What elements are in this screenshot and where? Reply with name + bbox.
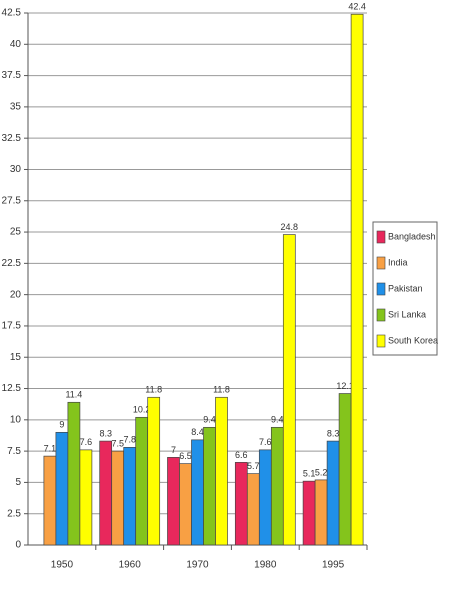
y-tick-label: 17.5 <box>2 321 22 332</box>
y-tick-label: 15 <box>10 352 22 363</box>
bar <box>111 450 125 546</box>
data-label: 7.8 <box>123 435 136 445</box>
y-tick-label: 35 <box>10 102 22 113</box>
bar <box>43 455 57 546</box>
data-label: 8.4 <box>191 427 204 437</box>
data-label: 8.3 <box>99 428 112 438</box>
x-tick-label: 1960 <box>119 560 142 571</box>
data-label: 5.1 <box>303 469 316 479</box>
bar <box>338 393 352 546</box>
bar <box>99 440 113 546</box>
bar <box>179 463 192 546</box>
bar <box>326 440 340 546</box>
data-label: 7.5 <box>111 438 124 448</box>
bar <box>123 447 137 546</box>
y-tick-label: 22.5 <box>2 258 22 269</box>
y-tick-label: 5 <box>15 477 21 488</box>
data-label: 7.6 <box>80 437 93 447</box>
bar <box>203 426 216 546</box>
data-label: 9 <box>59 420 64 430</box>
y-tick-label: 40 <box>10 39 22 50</box>
data-label: 9.4 <box>271 415 284 425</box>
y-tick-label: 0 <box>15 540 21 551</box>
bar <box>314 479 328 546</box>
legend-swatch <box>376 308 386 322</box>
data-label: 5.7 <box>247 461 260 471</box>
x-tick-label: 1980 <box>254 560 277 571</box>
data-label: 7 <box>171 445 176 455</box>
bar <box>147 396 161 546</box>
legend-swatch <box>376 334 386 348</box>
bar <box>191 439 204 546</box>
legend-box <box>372 221 438 356</box>
data-label: 24.8 <box>281 222 299 232</box>
data-label: 7.1 <box>44 443 57 453</box>
data-label: 11.8 <box>213 385 230 395</box>
bar <box>350 13 364 546</box>
y-tick-label: 27.5 <box>2 195 22 206</box>
y-tick-label: 10 <box>10 414 22 425</box>
data-label: 6.6 <box>235 450 248 460</box>
data-label: 11.4 <box>65 390 82 400</box>
y-tick-label: 42.5 <box>2 8 22 19</box>
legend-label: Pakistan <box>388 283 423 293</box>
data-label: 5.2 <box>315 467 328 477</box>
x-tick-label: 1950 <box>51 560 74 571</box>
bar <box>234 462 248 546</box>
bar <box>258 449 272 546</box>
legend-label: Bangladesh <box>388 231 436 241</box>
y-tick-label: 20 <box>10 289 22 300</box>
data-label: 10.2 <box>133 405 151 415</box>
data-label: 6.5 <box>179 451 192 461</box>
bar <box>135 416 149 546</box>
y-tick-label: 12.5 <box>2 383 22 394</box>
data-label: 12.1 <box>336 381 354 391</box>
y-tick-label: 25 <box>10 227 22 238</box>
bar <box>215 396 228 546</box>
y-tick-label: 32.5 <box>2 133 22 144</box>
bar <box>246 473 260 546</box>
data-label: 8.3 <box>327 428 340 438</box>
data-label: 11.8 <box>145 385 162 395</box>
bar <box>302 480 316 546</box>
data-label: 7.6 <box>259 437 272 447</box>
x-tick-label: 1970 <box>186 560 209 571</box>
bar <box>67 401 81 546</box>
bar <box>167 457 180 546</box>
x-tick-label: 1995 <box>322 560 345 571</box>
bar <box>79 449 93 546</box>
data-label: 9.4 <box>203 415 216 425</box>
bar <box>282 234 296 546</box>
data-label: 42.4 <box>348 2 366 12</box>
legend-label: Sri Lanka <box>388 309 426 319</box>
y-tick-label: 30 <box>10 164 22 175</box>
legend-swatch <box>376 282 386 296</box>
legend-label: South Korea <box>388 335 438 345</box>
bar <box>270 426 284 546</box>
y-tick-label: 7.5 <box>7 446 21 457</box>
y-tick-label: 2.5 <box>7 508 21 519</box>
legend-swatch <box>376 256 386 270</box>
legend-label: India <box>388 257 408 267</box>
bar <box>55 431 69 546</box>
y-tick-label: 37.5 <box>2 70 22 81</box>
legend-swatch <box>376 230 386 244</box>
